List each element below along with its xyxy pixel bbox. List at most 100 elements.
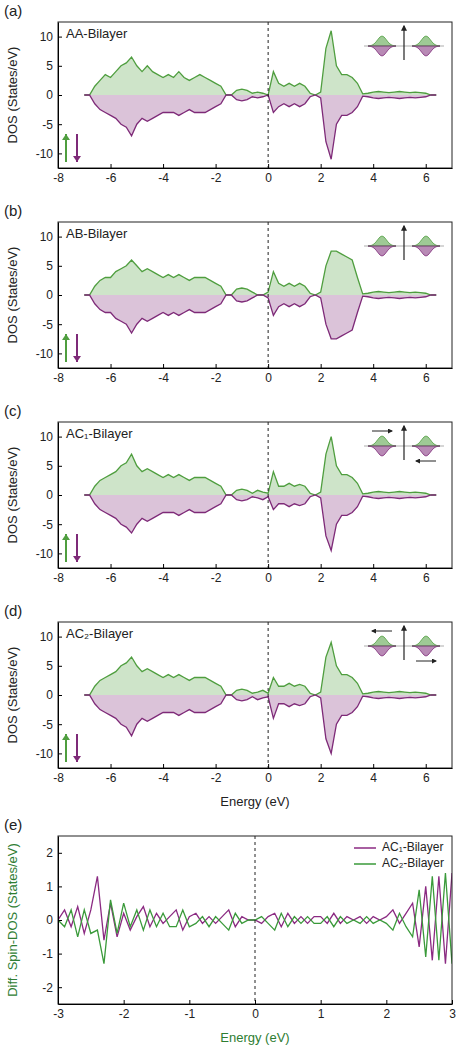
x-axis-line [59,768,453,769]
y-axis-tick-mark [58,886,62,887]
x-axis-tick: 2 [318,564,325,585]
y-axis-tick-mark [58,66,62,67]
dos-area [84,95,436,159]
legend-label: AC₁-Bilayer [382,840,443,854]
inset-lobe [412,236,440,246]
plot-frame [58,22,452,168]
panel-title: AC₁-Bilayer [66,426,133,441]
x-axis-tick-label: -1 [184,1007,195,1021]
y-axis-tick-label: -5 [42,718,53,732]
y-axis-tick-mark [58,954,62,955]
y-axis-title: Diff. Spin-DOS (States/eV) [5,843,20,997]
reference-line [268,22,269,168]
inset-lobe [368,636,396,646]
y-axis-tick-mark [58,495,62,496]
x-axis-tick-mark [386,1000,387,1004]
y-axis-tick: 0 [46,488,62,502]
x-axis-tick: 2 [383,1000,390,1021]
inset-lobe [412,36,440,46]
x-axis-tick: 3 [449,1000,456,1021]
x-axis-tick: -1 [184,1000,195,1021]
x-axis-title: Energy (eV) [220,794,289,809]
y-axis-tick-mark [58,437,62,438]
y-axis-tick: -1 [42,947,62,961]
inset-spin-arrow [403,226,404,260]
y-axis-tick-label: 1 [46,880,53,894]
x-axis-tick: 4 [370,764,377,785]
panel: -8-6-4-20246-10-50510AB-Bilayer [36,222,453,385]
y-axis-tick: -2 [42,981,62,995]
y-axis-tick-mark [58,666,62,667]
y-axis-tick-label: 10 [40,630,54,644]
panel-label: (a) [4,2,22,19]
y-axis-tick-mark [58,266,62,267]
dos-line [84,95,436,159]
x-axis-tick-label: 2 [318,571,325,585]
inset-lobe [368,436,396,446]
y-axis-title: DOS (States/eV) [5,47,20,144]
x-axis-tick: 6 [423,564,430,585]
x-axis-tick: 4 [370,364,377,385]
spin-arrow-head [62,334,70,340]
y-axis-tick-mark [58,95,62,96]
x-axis-tick: -6 [106,364,117,385]
dos-line [84,31,436,95]
y-axis-tick-label: -5 [42,518,53,532]
inset-lobe [412,436,440,446]
y-axis-tick-label: 0 [46,488,53,502]
dos-line [84,437,436,495]
x-axis-tick-label: -3 [53,1007,64,1021]
x-axis-tick-label: -4 [158,571,169,585]
x-axis-tick: 1 [318,1000,325,1021]
dos-line [84,295,436,339]
y-axis-tick-mark [58,724,62,725]
inset-spin-arrow [403,426,404,460]
x-axis-tick: -6 [106,564,117,585]
y-axis-tick: -10 [36,147,62,161]
x-axis-tick-mark [452,1000,453,1004]
x-axis-tick-mark [268,564,269,568]
y-axis-tick-label: 2 [46,846,53,860]
x-axis-tick-label: 0 [265,771,272,785]
y-axis-tick-mark [58,920,62,921]
legend-swatch [354,847,376,849]
y-axis-tick: 10 [40,630,62,644]
y-axis-tick-label: -1 [42,947,53,961]
x-axis-tick-mark [163,564,164,568]
inset-lobe [412,46,440,56]
x-axis-tick-label: 0 [252,1007,259,1021]
x-axis-tick: 2 [318,764,325,785]
x-axis-tick-mark [321,764,322,768]
inset-schematic [364,226,444,260]
panel-title: AB-Bilayer [66,226,128,241]
x-axis-tick: -4 [158,164,169,185]
y-axis-tick-mark [58,987,62,988]
plot-frame [58,836,452,1004]
x-axis-tick: 4 [370,564,377,585]
panel: -8-6-4-20246-10-50510AC₂-BilayerEnergy (… [36,622,453,809]
y-axis-tick: 2 [46,846,62,860]
plot-marks [84,622,436,768]
x-axis-tick-label: -8 [53,571,64,585]
y-axis-tick: 0 [46,688,62,702]
panel-title: AC₂-Bilayer [66,626,134,641]
y-axis-tick: 0 [46,88,62,102]
x-axis-tick-label: 4 [370,371,377,385]
y-axis-tick-label: -10 [36,547,54,561]
y-axis-tick: -10 [36,547,62,561]
x-axis-tick-label: 2 [318,371,325,385]
x-axis-line [59,1004,453,1005]
y-axis-title: DOS (States/eV) [5,247,20,344]
y-axis-tick-mark [58,695,62,696]
x-axis-tick: 0 [265,564,272,585]
y-axis-tick-label: 0 [46,913,53,927]
x-axis-tick-mark [163,764,164,768]
panel: -8-6-4-20246-10-50510AC₁-Bilayer [36,422,453,585]
y-axis-tick-label: 5 [46,459,53,473]
x-axis-tick: 2 [318,364,325,385]
x-axis-tick: -2 [211,564,222,585]
x-axis-line [59,368,453,369]
dos-area [84,251,436,295]
spin-legend [62,334,81,362]
y-axis: -10-50510 [36,423,62,569]
